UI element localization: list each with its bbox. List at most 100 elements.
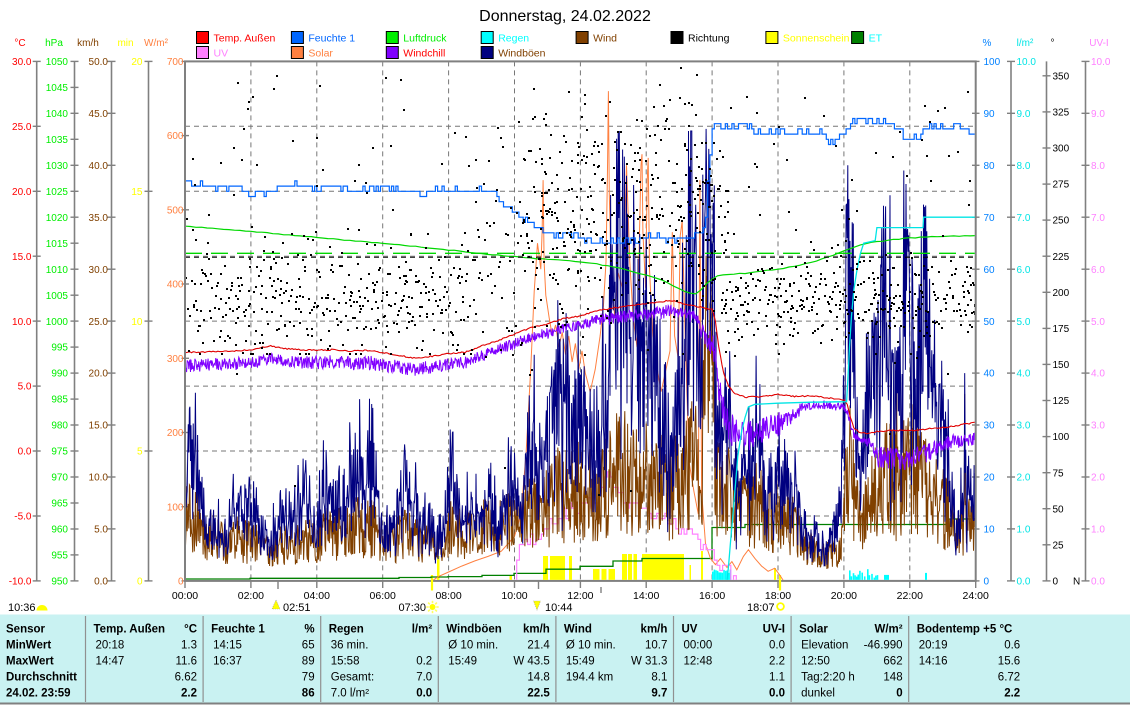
svg-text:Sonnenschein: Sonnenschein [783, 33, 850, 45]
svg-text:150: 150 [1053, 360, 1070, 371]
svg-text:W/m²: W/m² [144, 38, 169, 49]
svg-text:km/h: km/h [641, 624, 668, 636]
svg-text:0: 0 [178, 577, 184, 588]
svg-text:Feuchte 1: Feuchte 1 [211, 624, 265, 636]
svg-text:W/m²: W/m² [874, 624, 902, 636]
svg-text:325: 325 [1053, 108, 1070, 119]
svg-text:15.0: 15.0 [12, 252, 32, 263]
svg-text:20:00: 20:00 [831, 590, 857, 602]
svg-text:175: 175 [1053, 324, 1070, 335]
svg-text:80: 80 [984, 161, 996, 172]
svg-text:10:44: 10:44 [545, 602, 573, 614]
svg-text:1005: 1005 [46, 291, 69, 302]
svg-text:MaxWert: MaxWert [6, 656, 54, 668]
svg-text:9.0: 9.0 [1091, 109, 1105, 120]
svg-text:22:00: 22:00 [897, 590, 923, 602]
svg-text:Ø 10 min.: Ø 10 min. [448, 640, 498, 652]
svg-text:Regen: Regen [498, 33, 529, 45]
svg-text:0.0: 0.0 [1091, 577, 1105, 588]
svg-text:1010: 1010 [46, 265, 69, 276]
svg-text:25: 25 [1053, 540, 1065, 551]
svg-text:06:00: 06:00 [370, 590, 396, 602]
svg-text:0: 0 [896, 688, 902, 700]
svg-text:86: 86 [302, 688, 315, 700]
svg-text:02:51: 02:51 [283, 602, 311, 614]
svg-text:30.0: 30.0 [89, 265, 109, 276]
svg-text:1.3: 1.3 [181, 640, 197, 652]
svg-text:hPa: hPa [45, 38, 63, 49]
svg-text:2.0: 2.0 [1091, 473, 1105, 484]
svg-text:Tag:2:20 h: Tag:2:20 h [801, 672, 855, 684]
svg-text:50.0: 50.0 [89, 57, 109, 68]
svg-text:0: 0 [984, 577, 990, 588]
svg-text:148: 148 [883, 672, 902, 684]
svg-text:5.0: 5.0 [94, 525, 108, 536]
svg-text:-5.0: -5.0 [14, 512, 32, 523]
svg-text:11.6: 11.6 [175, 656, 197, 668]
svg-text:1035: 1035 [46, 135, 69, 146]
svg-text:4.0: 4.0 [1091, 369, 1105, 380]
svg-text:10:36: 10:36 [8, 602, 36, 614]
svg-text:15: 15 [131, 187, 143, 198]
svg-text:%: % [304, 624, 314, 636]
svg-text:25.0: 25.0 [89, 317, 109, 328]
svg-text:Wind: Wind [564, 624, 592, 636]
svg-text:10: 10 [984, 525, 996, 536]
svg-text:7.0 l/m²: 7.0 l/m² [331, 688, 370, 700]
svg-text:970: 970 [51, 473, 68, 484]
svg-text:Durchschnitt: Durchschnitt [6, 672, 77, 684]
svg-text:70: 70 [984, 213, 996, 224]
svg-text:km/h: km/h [77, 38, 99, 49]
svg-text:1040: 1040 [46, 109, 69, 120]
svg-text:65: 65 [302, 640, 315, 652]
svg-text:Temp. Außen: Temp. Außen [94, 624, 166, 636]
svg-text:45.0: 45.0 [89, 109, 109, 120]
svg-text:N: N [1073, 577, 1080, 588]
svg-text:995: 995 [51, 343, 68, 354]
svg-text:5.0: 5.0 [1091, 317, 1105, 328]
svg-text:0.0: 0.0 [416, 688, 432, 700]
svg-text:0.0: 0.0 [769, 640, 785, 652]
svg-text:15:58: 15:58 [331, 656, 360, 668]
svg-text:50: 50 [984, 317, 996, 328]
svg-text:980: 980 [51, 421, 68, 432]
svg-text:15.6: 15.6 [998, 656, 1020, 668]
svg-text:500: 500 [167, 205, 184, 216]
svg-text:Feuchte 1: Feuchte 1 [308, 33, 355, 45]
svg-text:08:00: 08:00 [435, 590, 461, 602]
svg-text:Windböen: Windböen [498, 48, 545, 60]
svg-text:14:15: 14:15 [213, 640, 242, 652]
svg-text:194.4 km: 194.4 km [566, 672, 613, 684]
svg-text:6.72: 6.72 [998, 672, 1020, 684]
svg-text:30: 30 [984, 421, 996, 432]
svg-text:1025: 1025 [46, 187, 69, 198]
svg-text:-10.0: -10.0 [9, 577, 32, 588]
svg-text:Solar: Solar [799, 624, 828, 636]
svg-text:10.0: 10.0 [1017, 57, 1037, 68]
svg-text:5: 5 [137, 447, 143, 458]
svg-text:12:50: 12:50 [801, 656, 830, 668]
svg-text:Gesamt:: Gesamt: [331, 672, 374, 684]
svg-text:Elevation: Elevation [801, 640, 848, 652]
svg-text:75: 75 [1053, 468, 1065, 479]
svg-text:8.1: 8.1 [651, 672, 667, 684]
svg-text:10.0: 10.0 [89, 473, 109, 484]
svg-text:25.0: 25.0 [12, 122, 32, 133]
svg-text:1000: 1000 [46, 317, 69, 328]
svg-text:24.02. 23:59: 24.02. 23:59 [6, 688, 71, 700]
svg-text:89: 89 [302, 656, 315, 668]
svg-text:1020: 1020 [46, 213, 69, 224]
svg-text:975: 975 [51, 447, 68, 458]
svg-text:8.0: 8.0 [1091, 161, 1105, 172]
svg-text:960: 960 [51, 525, 68, 536]
svg-text:km/h: km/h [523, 624, 550, 636]
svg-text:Temp. Außen: Temp. Außen [214, 33, 276, 45]
svg-text:700: 700 [167, 57, 184, 68]
svg-text:24:00: 24:00 [963, 590, 989, 602]
svg-text:225: 225 [1053, 252, 1070, 263]
svg-text:1.1: 1.1 [769, 672, 785, 684]
svg-text:200: 200 [167, 428, 184, 439]
svg-text:0: 0 [137, 577, 143, 588]
svg-text:1050: 1050 [46, 57, 69, 68]
svg-text:Richtung: Richtung [688, 33, 730, 45]
